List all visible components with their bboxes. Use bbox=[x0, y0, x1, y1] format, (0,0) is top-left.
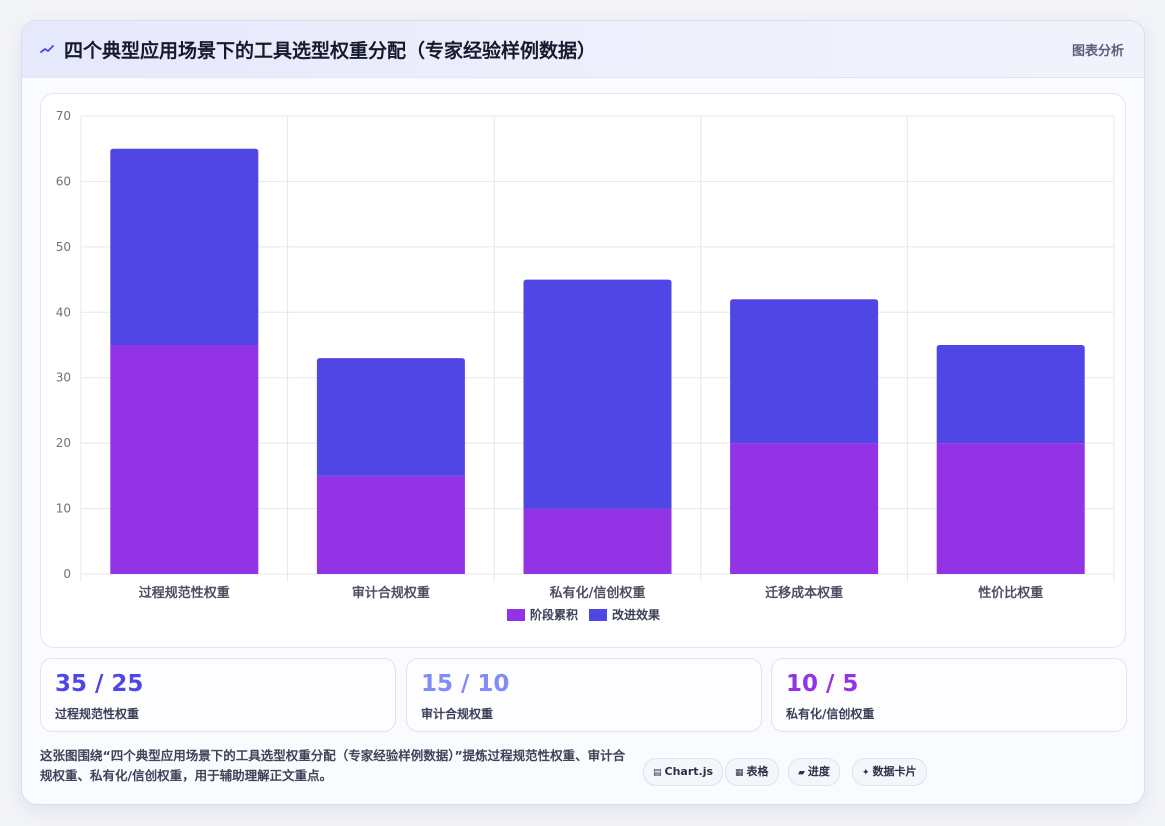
y-tick-label: 20 bbox=[56, 436, 71, 450]
stat-label: 审计合规权重 bbox=[421, 707, 494, 721]
bar-improve bbox=[110, 148, 259, 345]
stat-label: 私有化/信创权重 bbox=[786, 707, 875, 721]
bar-stage bbox=[936, 443, 1085, 574]
bar-improve bbox=[730, 299, 879, 444]
bar-stage bbox=[523, 508, 672, 574]
page-title: 四个典型应用场景下的工具选型权重分配（专家经验样例数据） bbox=[64, 40, 597, 62]
x-tick-label: 迁移成本权重 bbox=[765, 585, 843, 601]
chip-label: 进度 bbox=[807, 765, 830, 778]
stat-value: 15 / 10 bbox=[421, 671, 510, 697]
stat-label: 过程规范性权重 bbox=[55, 707, 140, 721]
bar-stage bbox=[316, 475, 465, 574]
legend-label: 改进效果 bbox=[612, 607, 660, 622]
stat-card-3: 10 / 5 私有化/信创权重 bbox=[771, 658, 1127, 732]
bar-improve bbox=[523, 279, 672, 509]
trend-line-icon bbox=[40, 45, 54, 53]
card-header: 四个典型应用场景下的工具选型权重分配（专家经验样例数据） 图表分析 bbox=[22, 21, 1144, 78]
chip-table[interactable]: ▦ 表格 bbox=[725, 758, 779, 786]
legend-swatch bbox=[507, 609, 525, 621]
x-tick-label: 性价比权重 bbox=[978, 585, 1043, 601]
stat-card-1: 35 / 25 过程规范性权重 bbox=[40, 658, 396, 732]
chip-label: 数据卡片 bbox=[872, 765, 917, 778]
stats-row: 35 / 25 过程规范性权重 15 / 10 审计合规权重 10 / 5 私有… bbox=[40, 658, 1127, 732]
chart-description: 这张图围绕“四个典型应用场景下的工具选型权重分配（专家经验样例数据）”提炼过程规… bbox=[40, 748, 626, 783]
bar-stage bbox=[110, 345, 259, 574]
y-tick-label: 70 bbox=[56, 109, 71, 123]
legend-label: 阶段累积 bbox=[530, 607, 578, 622]
chip-label: 表格 bbox=[746, 765, 769, 778]
y-tick-label: 50 bbox=[56, 240, 71, 254]
x-tick-label: 私有化/信创权重 bbox=[550, 585, 646, 601]
sparkle-icon: ✦ bbox=[862, 768, 870, 778]
stacked-bar-chart: 0 10 20 30 40 50 60 70 过程规范性权重 审计合规权重 私有化/信创权重 迁移成本… bbox=[56, 109, 1115, 622]
bar-stage bbox=[730, 443, 879, 574]
table-icon: ▦ bbox=[735, 768, 744, 778]
stat-value: 35 / 25 bbox=[55, 671, 144, 697]
bar-improve bbox=[316, 358, 465, 476]
chart-analysis-tag: 图表分析 bbox=[1071, 44, 1124, 59]
bar-improve bbox=[936, 345, 1085, 444]
y-tick-label: 0 bbox=[63, 567, 71, 581]
x-tick-label: 过程规范性权重 bbox=[139, 585, 230, 601]
chart-card: 四个典型应用场景下的工具选型权重分配（专家经验样例数据） 图表分析 0 10 20 3… bbox=[21, 20, 1145, 805]
chip-data-card[interactable]: ✦ 数据卡片 bbox=[852, 758, 927, 786]
progress-icon: ▰ bbox=[798, 768, 805, 778]
x-tick-label: 审计合规权重 bbox=[352, 585, 430, 601]
y-tick-label: 40 bbox=[56, 305, 71, 319]
stat-card-2: 15 / 10 审计合规权重 bbox=[406, 658, 762, 732]
chart-icon: ▤ bbox=[653, 768, 662, 778]
chip-chartjs[interactable]: ▤ Chart.js bbox=[643, 758, 724, 786]
y-tick-label: 10 bbox=[56, 502, 71, 516]
legend-swatch bbox=[589, 609, 607, 621]
y-tick-label: 30 bbox=[56, 371, 71, 385]
y-tick-label: 60 bbox=[56, 174, 71, 188]
chart-panel: 0 10 20 30 40 50 60 70 过程规范性权重 审计合规权重 私有化/信创权重 迁移成本… bbox=[40, 93, 1126, 648]
stat-value: 10 / 5 bbox=[786, 671, 859, 697]
chip-label: Chart.js bbox=[664, 765, 714, 778]
chip-progress[interactable]: ▰ 进度 bbox=[788, 758, 840, 786]
